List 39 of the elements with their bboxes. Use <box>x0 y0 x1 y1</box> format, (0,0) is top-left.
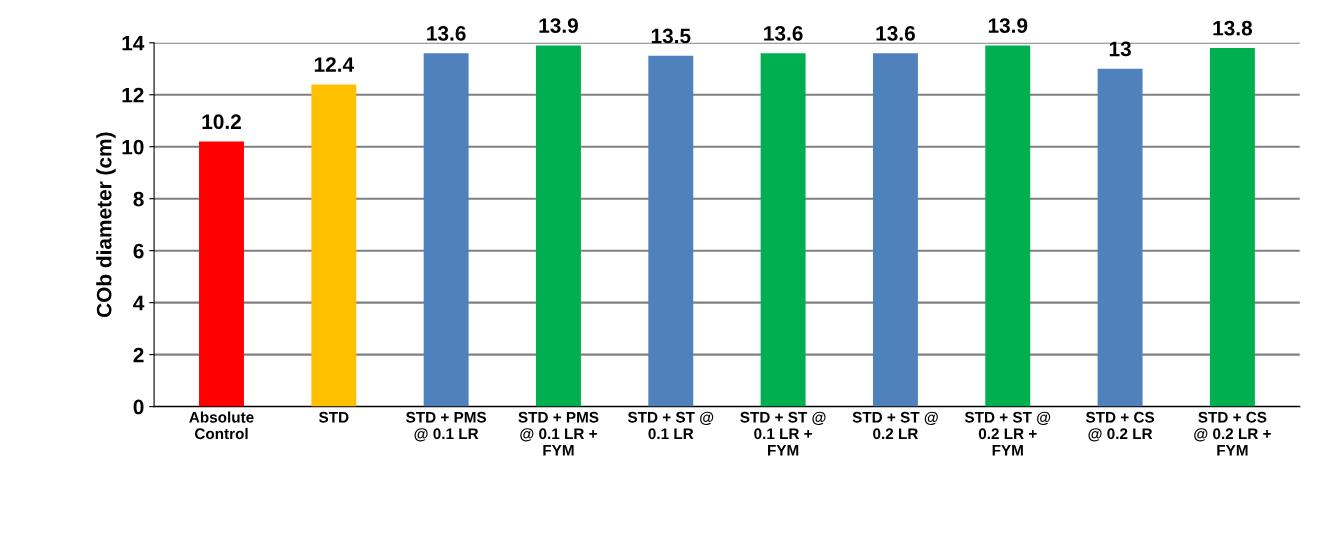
bar <box>648 55 694 407</box>
bar <box>423 53 469 407</box>
x-tick-label: STD + PMS @ 0.1 LR <box>406 411 487 442</box>
x-tick-label: STD + CS @ 0.2 LR <box>1085 411 1155 442</box>
data-label: 13.6 <box>427 25 466 41</box>
data-label: 13 <box>1109 41 1131 57</box>
x-tick-label: STD + ST @ 0.2 LR + FYM <box>964 411 1051 456</box>
y-axis-title: COb diameter (cm) <box>96 132 116 318</box>
x-tick-label: STD + ST @ 0.1 LR + FYM <box>740 411 826 456</box>
x-tick-label: Absolute Control <box>189 411 254 440</box>
y-tick-label: 12 <box>122 87 144 103</box>
data-label: 13.9 <box>988 18 1028 33</box>
y-tick-label: 0 <box>133 399 144 415</box>
bar <box>311 84 357 407</box>
bar <box>872 53 918 407</box>
bar <box>199 141 244 407</box>
data-label: 13.9 <box>539 18 578 33</box>
bar <box>1097 68 1143 407</box>
bar <box>760 53 806 407</box>
x-tick-label: STD + ST @ 0.2 LR <box>852 411 938 440</box>
x-tick-label: STD <box>318 411 349 423</box>
data-label: 13.8 <box>1213 20 1253 36</box>
y-tick-label: 14 <box>122 36 145 51</box>
data-label: 10.2 <box>202 114 241 130</box>
x-tick-label: STD + ST @ 0.1 LR <box>627 411 714 440</box>
data-label: 13.5 <box>651 28 691 44</box>
x-tick-label: STD + PMS @ 0.1 LR + FYM <box>518 411 599 456</box>
y-tick-label: 2 <box>133 347 144 363</box>
bar <box>985 45 1031 407</box>
data-label: 13.6 <box>876 25 915 41</box>
x-tick-label: STD + CS @ 0.2 LR + FYM <box>1194 411 1271 456</box>
y-tick-label: 8 <box>133 191 144 207</box>
y-tick-label: 6 <box>133 243 144 259</box>
data-label: 12.4 <box>314 57 354 72</box>
data-label: 13.6 <box>764 25 803 41</box>
bar <box>1209 48 1255 407</box>
y-tick-label: 10 <box>122 139 144 155</box>
bar <box>536 45 581 407</box>
y-tick-label: 4 <box>133 295 145 311</box>
